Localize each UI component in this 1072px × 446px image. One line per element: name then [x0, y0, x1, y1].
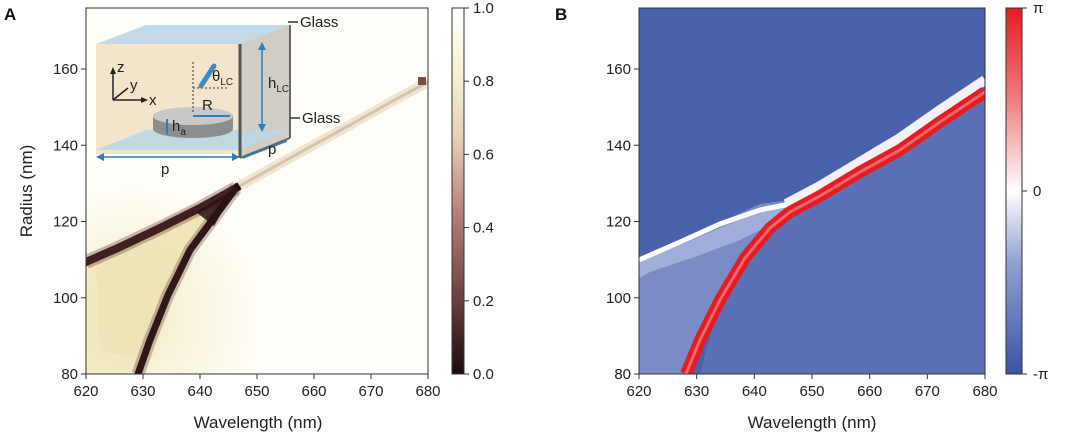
colorbar-b	[1006, 8, 1022, 374]
colorbar-b-tick-label: 0	[1033, 183, 1041, 200]
y-axis-label-a: Radius (nm)	[17, 145, 36, 238]
inset-glass-bottom-label: Glass	[302, 110, 340, 127]
inset-z-label: z	[117, 59, 125, 76]
x-tick-label-a: 670	[358, 383, 383, 400]
colorbar-b-tick-label: π	[1033, 0, 1043, 17]
x-axis-label-b: Wavelength (nm)	[748, 413, 877, 432]
heatmap-a-end	[418, 77, 426, 85]
inset-r-label: R	[202, 97, 213, 114]
inset-py-label: p	[268, 141, 276, 158]
x-tick-label-a: 630	[130, 383, 155, 400]
x-tick-label-b: 640	[742, 383, 767, 400]
colorbar-a-tick-label: 0.8	[473, 73, 494, 90]
x-tick-label-b: 660	[857, 383, 882, 400]
y-tick-label-b: 100	[606, 290, 631, 307]
panel-label-b: B	[555, 5, 567, 24]
x-tick-label-a: 660	[301, 383, 326, 400]
y-tick-label-b: 160	[606, 61, 631, 78]
x-tick-label-b: 630	[684, 383, 709, 400]
y-tick-label-a: 140	[53, 137, 78, 154]
figure: A B	[0, 0, 1072, 446]
x-tick-label-b: 680	[972, 383, 997, 400]
x-tick-label-b: 670	[915, 383, 940, 400]
inset-glass-top-label: Glass	[300, 14, 338, 31]
panel-label-a: A	[4, 5, 16, 24]
x-tick-label-b: 620	[626, 383, 651, 400]
colorbar-a-tick-label: 0.2	[473, 293, 494, 310]
y-tick-label-b: 80	[614, 366, 631, 383]
heatmap-b	[639, 8, 985, 374]
colorbar-b-tick-label: -π	[1033, 366, 1048, 383]
y-tick-label-a: 80	[61, 366, 78, 383]
x-axis-label-a: Wavelength (nm)	[194, 413, 323, 432]
colorbar-a-tick-label: 0.4	[473, 220, 494, 237]
x-tick-label-a: 650	[244, 383, 269, 400]
colorbar-a-tick-label: 1.0	[473, 0, 494, 17]
y-tick-label-b: 140	[606, 137, 631, 154]
x-tick-label-a: 640	[187, 383, 212, 400]
colorbar-a	[452, 8, 464, 374]
y-tick-label-a: 120	[53, 214, 78, 231]
inset-px-label: p	[161, 161, 169, 178]
x-tick-label-a: 680	[415, 383, 440, 400]
inset-x-label: x	[149, 92, 157, 109]
y-tick-label-a: 100	[53, 290, 78, 307]
y-tick-label-b: 120	[606, 214, 631, 231]
y-tick-label-a: 160	[53, 61, 78, 78]
inset-y-label: y	[130, 77, 138, 94]
x-tick-label-a: 620	[73, 383, 98, 400]
x-tick-label-b: 650	[799, 383, 824, 400]
colorbar-a-tick-label: 0.0	[473, 366, 494, 383]
colorbar-a-tick-label: 0.6	[473, 146, 494, 163]
